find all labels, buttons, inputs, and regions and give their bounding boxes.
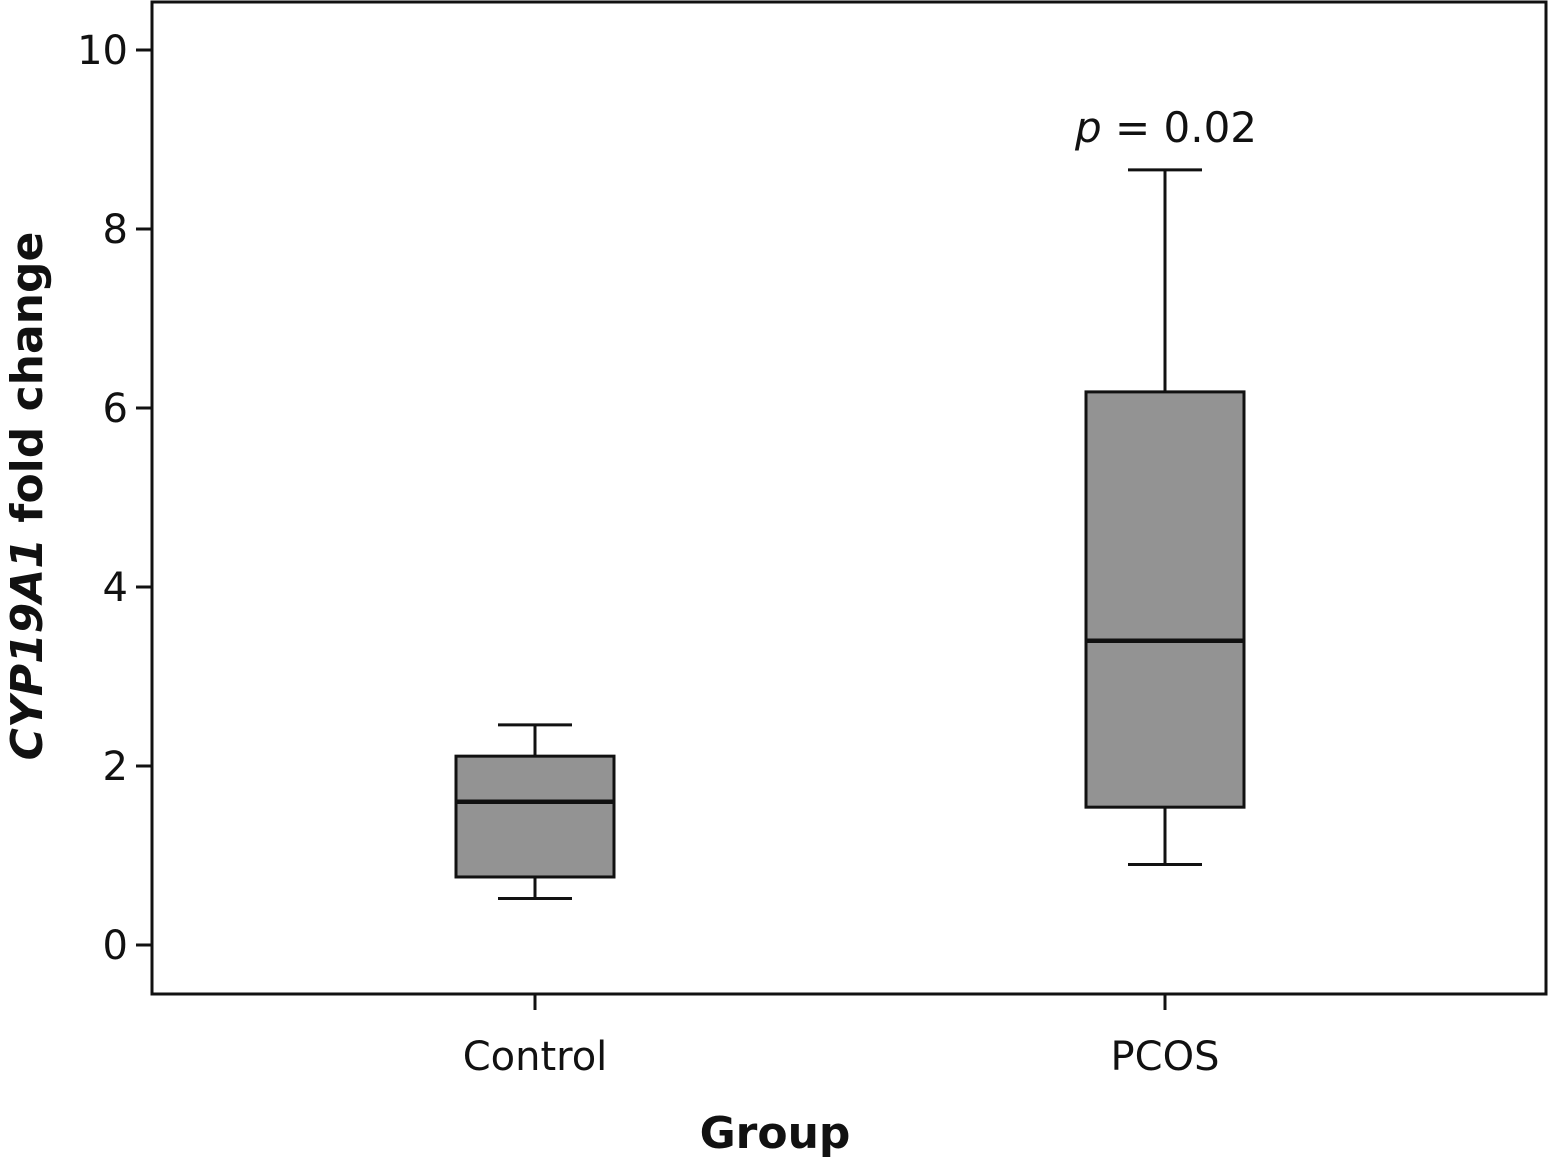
y-axis-title-gene: CYP19A1 [2,538,53,760]
iqr-box [1084,390,1246,809]
x-axis: Control PCOS [463,994,1220,1080]
box-control [454,723,616,900]
x-axis-title: Group [700,1108,851,1159]
p-value-text: = 0.02 [1102,103,1257,152]
x-tick-label: PCOS [1111,1034,1220,1080]
p-value-annotation: p = 0.02 [1074,103,1257,152]
plot-frame [150,0,1548,996]
p-value-italic: p [1074,103,1102,152]
x-tick-label: Control [463,1034,608,1080]
box-pcos [1084,168,1246,866]
y-axis-title-rest: fold change [2,232,53,538]
y-tick-label: 8 [103,207,128,253]
y-tick-label: 0 [103,923,128,969]
y-tick-label: 4 [103,565,128,611]
y-tick-label: 10 [77,28,128,74]
y-axis-title: CYP19A1 fold change [2,232,53,761]
y-axis: 0 2 4 6 8 10 [77,28,152,969]
y-tick-label: 6 [103,386,128,432]
iqr-box [454,754,616,879]
y-tick-label: 2 [103,744,128,790]
boxes [454,168,1246,900]
